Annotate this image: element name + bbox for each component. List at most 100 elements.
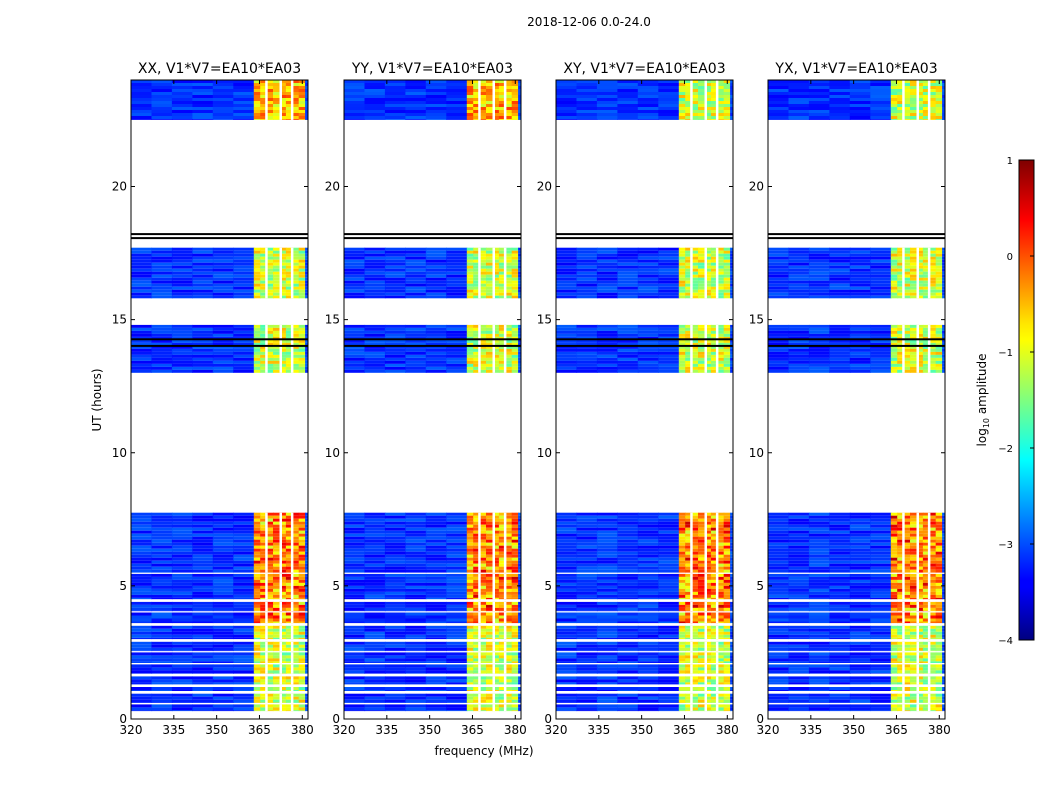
heatmap-cell: [596, 582, 618, 586]
heatmap-cell: [273, 259, 280, 263]
heatmap-cell: [344, 360, 366, 364]
data-block: [131, 80, 308, 120]
heatmap-cell: [730, 576, 733, 580]
heatmap-cell: [192, 641, 214, 645]
heatmap-cell: [473, 548, 481, 552]
heatmap-cell: [492, 612, 500, 616]
heatmap-cell: [344, 259, 366, 263]
heatmap-cell: [344, 518, 366, 522]
heatmap-cell: [498, 351, 506, 355]
heatmap-cell: [266, 557, 274, 561]
heatmap-cell: [473, 618, 481, 622]
heatmap-cell: [505, 265, 513, 269]
heatmap-cell: [576, 641, 598, 645]
heatmap-cell: [131, 280, 153, 284]
heatmap-cell: [617, 262, 639, 266]
channel-stripe: [478, 512, 481, 573]
heatmap-cell: [298, 369, 306, 373]
heatmap-cell: [717, 644, 725, 648]
heatmap-cell: [233, 545, 255, 549]
heatmap-cell: [292, 518, 300, 522]
heatmap-cell: [576, 704, 598, 708]
heatmap-cell: [305, 557, 308, 561]
heatmap-cell: [576, 345, 598, 349]
heatmap-cell: [486, 679, 493, 683]
heatmap-cell: [486, 710, 493, 712]
heatmap-cell: [730, 324, 733, 328]
heatmap-cell: [691, 247, 699, 251]
heatmap-cell: [364, 704, 386, 708]
heatmap-cell: [691, 594, 699, 598]
heatmap-cell: [292, 256, 300, 260]
heatmap-cell: [486, 324, 493, 328]
heatmap-cell: [730, 345, 733, 349]
heatmap-cell: [710, 536, 718, 540]
heatmap-cell: [498, 693, 506, 697]
heatmap-cell: [710, 690, 718, 691]
heatmap-cell: [233, 333, 255, 337]
heatmap-cell: [717, 557, 725, 561]
heatmap-cell: [637, 530, 659, 534]
heatmap-cell: [233, 360, 255, 364]
heatmap-cell: [364, 324, 386, 328]
heatmap-cell: [279, 339, 287, 343]
heatmap-cell: [292, 80, 300, 83]
heatmap-cell: [285, 95, 293, 98]
heatmap-cell: [364, 530, 386, 534]
heatmap-cell: [192, 256, 214, 260]
heatmap-cell: [292, 658, 300, 662]
heatmap-cell: [498, 601, 506, 605]
heatmap-cell: [212, 582, 234, 586]
heatmap-cell: [685, 250, 693, 254]
heatmap-cell: [658, 271, 680, 275]
heatmap-cell: [260, 515, 268, 519]
heatmap-cell: [233, 664, 255, 668]
heatmap-cell: [305, 693, 308, 697]
heatmap-cell: [273, 98, 280, 101]
heatmap-cell: [486, 295, 493, 299]
heatmap-cell: [473, 628, 481, 632]
heatmap-cell: [425, 259, 447, 263]
heatmap-cell: [698, 604, 705, 608]
heatmap-cell: [479, 348, 487, 352]
heatmap-cell: [596, 518, 618, 522]
heatmap-cell: [466, 533, 474, 537]
heatmap-cell: [446, 348, 468, 352]
heatmap-cell: [505, 271, 513, 275]
heatmap-cell: [717, 594, 725, 598]
heatmap-cell: [344, 634, 366, 638]
heatmap-cell: [425, 351, 447, 355]
heatmap-cell: [505, 601, 513, 605]
heatmap-cell: [212, 533, 234, 537]
heatmap-cell: [486, 524, 493, 528]
heatmap-cell: [344, 348, 366, 352]
heatmap-cell: [260, 95, 268, 98]
heatmap-cell: [505, 560, 513, 564]
heatmap-cell: [685, 594, 693, 598]
heatmap-cell: [556, 585, 578, 589]
heatmap-cell: [492, 256, 500, 260]
heatmap-cell: [171, 286, 193, 290]
heatmap-cell: [266, 637, 274, 640]
heatmap-cell: [292, 92, 300, 95]
heatmap-cell: [171, 351, 193, 355]
heatmap-cell: [576, 607, 598, 611]
heatmap-cell: [717, 676, 725, 680]
heatmap-cell: [466, 530, 474, 534]
heatmap-cell: [492, 247, 500, 251]
heatmap-cell: [266, 690, 274, 691]
heatmap-cell: [171, 631, 193, 635]
heatmap-cell: [678, 585, 686, 589]
heatmap-cell: [596, 621, 618, 624]
heatmap-cell: [518, 512, 521, 516]
heatmap-cell: [425, 634, 447, 638]
heatmap-cell: [678, 670, 686, 674]
heatmap-cell: [685, 661, 693, 663]
heatmap-cell: [637, 563, 659, 567]
heatmap-cell: [364, 280, 386, 284]
heatmap-cell: [511, 545, 519, 549]
heatmap-cell: [505, 679, 513, 683]
heatmap-cell: [710, 693, 718, 697]
heatmap-cell: [505, 551, 513, 555]
heatmap-cell: [710, 327, 718, 331]
